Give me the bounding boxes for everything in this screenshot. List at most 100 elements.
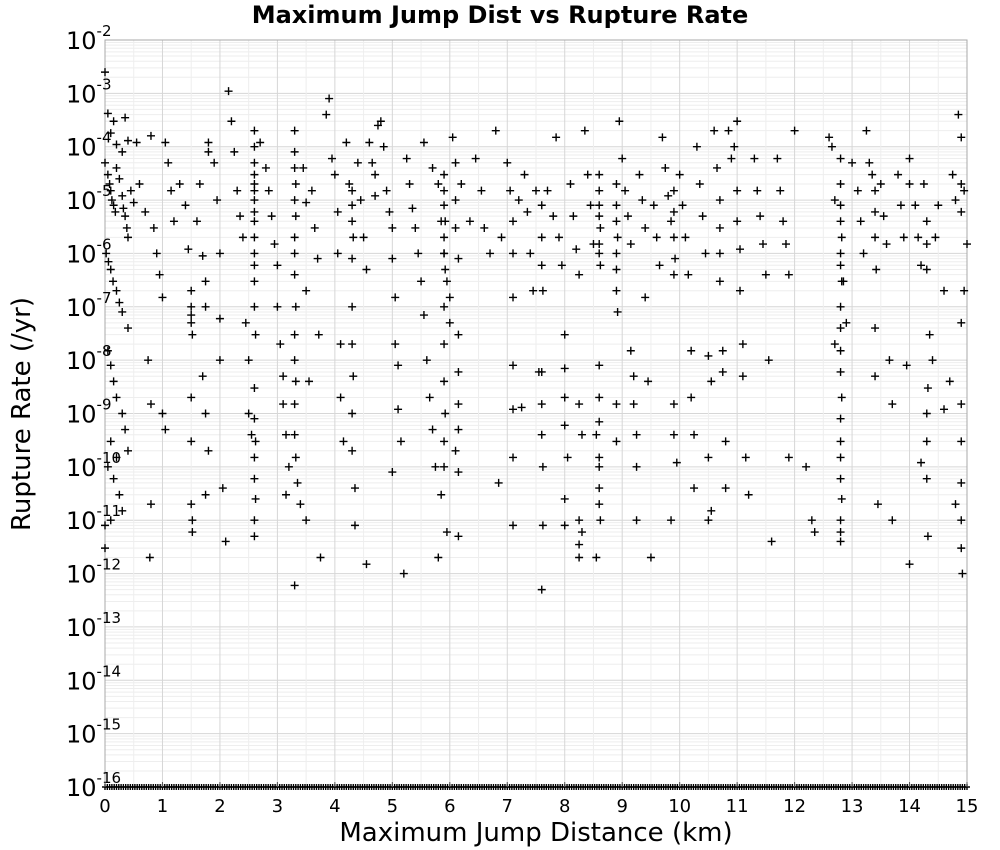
data-point — [419, 311, 428, 320]
y-axis-label: Rupture Rate (/yr) — [7, 297, 37, 531]
data-point — [896, 201, 905, 210]
data-point — [477, 186, 486, 195]
data-point — [106, 129, 115, 138]
data-point — [348, 201, 357, 210]
data-point — [204, 446, 213, 455]
data-point — [919, 180, 928, 189]
data-point — [302, 286, 311, 295]
data-point — [261, 163, 270, 172]
data-point — [807, 516, 816, 525]
data-point — [830, 196, 839, 205]
y-tick-label: 10-13 — [66, 609, 121, 642]
data-point — [187, 302, 196, 311]
data-point — [577, 430, 586, 439]
data-point — [543, 186, 552, 195]
data-point — [440, 462, 449, 471]
data-point — [345, 180, 354, 189]
data-point — [291, 212, 300, 221]
data-point — [122, 223, 131, 232]
data-point — [586, 201, 595, 210]
data-point — [388, 468, 397, 477]
data-point — [923, 532, 932, 541]
data-point — [145, 553, 154, 562]
x-tick-label: 2 — [214, 796, 225, 817]
data-point — [572, 245, 581, 254]
data-point — [104, 257, 113, 266]
x-axis-label: Maximum Jump Distance (km) — [339, 818, 732, 848]
data-point — [557, 261, 566, 270]
data-point — [236, 212, 245, 221]
data-point — [698, 212, 707, 221]
data-point — [509, 521, 518, 530]
data-point — [310, 223, 319, 232]
data-point — [914, 233, 923, 242]
data-point — [215, 314, 224, 323]
data-point — [290, 249, 299, 258]
data-point — [678, 201, 687, 210]
data-point — [111, 207, 120, 216]
data-point — [836, 154, 845, 163]
data-point — [365, 138, 374, 147]
data-point — [441, 409, 450, 418]
data-point — [948, 170, 957, 179]
data-point — [155, 270, 164, 279]
data-point — [152, 249, 161, 258]
data-point — [669, 233, 678, 242]
data-point — [629, 400, 638, 409]
data-point — [560, 521, 569, 530]
data-point — [112, 393, 121, 402]
data-point — [161, 138, 170, 147]
data-point — [618, 154, 627, 163]
data-point — [112, 453, 121, 462]
data-point — [701, 249, 710, 258]
data-point — [457, 180, 466, 189]
data-point — [856, 217, 865, 226]
data-point — [118, 191, 127, 200]
data-point — [738, 372, 747, 381]
data-point — [638, 196, 647, 205]
data-point — [422, 356, 431, 365]
data-point — [204, 138, 213, 147]
data-point — [158, 293, 167, 302]
data-point — [871, 186, 880, 195]
data-point — [509, 405, 518, 414]
data-point — [569, 212, 578, 221]
data-point — [595, 170, 604, 179]
data-point — [595, 201, 604, 210]
data-point — [917, 458, 926, 467]
data-point — [641, 293, 650, 302]
data-point — [491, 126, 500, 135]
data-point — [350, 521, 359, 530]
data-point — [626, 346, 635, 355]
data-point — [132, 138, 141, 147]
data-point — [440, 377, 449, 386]
data-point — [836, 528, 845, 537]
data-point — [957, 207, 966, 216]
data-point — [695, 180, 704, 189]
data-point — [250, 474, 259, 483]
data-point — [497, 233, 506, 242]
data-point — [146, 131, 155, 140]
data-point — [198, 372, 207, 381]
data-point — [951, 500, 960, 509]
data-point — [538, 521, 547, 530]
x-tick-label: 0 — [99, 796, 110, 817]
data-point — [532, 186, 540, 195]
data-point — [885, 356, 894, 365]
data-point — [537, 400, 546, 409]
data-point — [101, 544, 109, 553]
data-point — [437, 490, 446, 499]
data-point — [192, 217, 201, 226]
data-point — [105, 180, 114, 189]
data-point — [612, 286, 621, 295]
data-point — [103, 109, 112, 118]
data-point — [560, 494, 569, 503]
data-point — [123, 136, 132, 145]
data-point — [888, 400, 897, 409]
data-point — [290, 581, 299, 590]
data-point — [118, 147, 127, 156]
data-point — [632, 516, 641, 525]
data-point — [106, 186, 115, 195]
data-point — [431, 462, 440, 471]
data-point — [669, 430, 678, 439]
